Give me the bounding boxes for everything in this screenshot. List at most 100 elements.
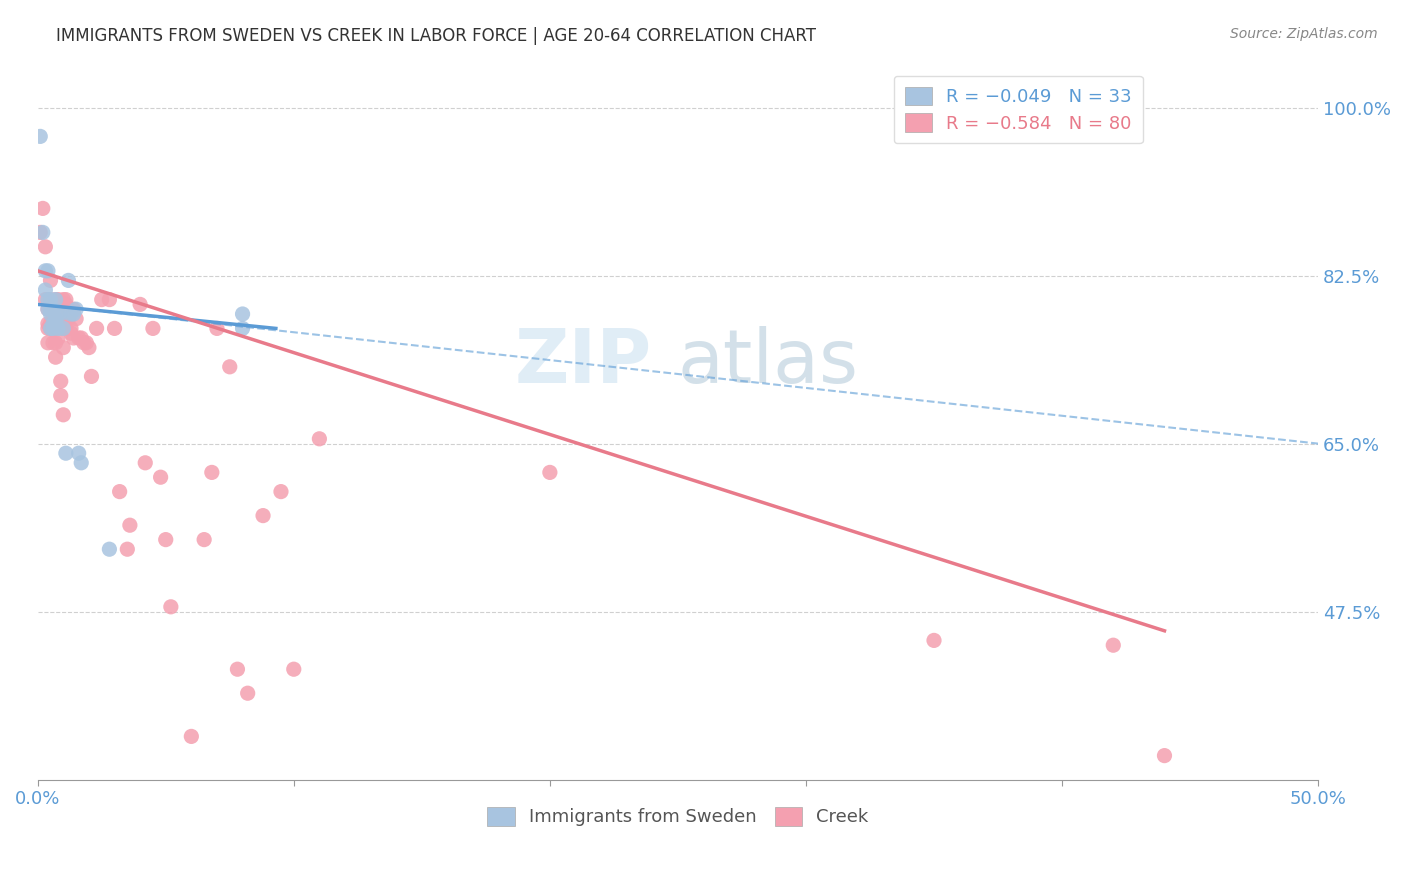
Point bbox=[1153, 748, 1175, 763]
Point bbox=[538, 466, 561, 480]
Point bbox=[42, 335, 65, 350]
Point bbox=[98, 542, 121, 557]
Text: atlas: atlas bbox=[678, 326, 859, 399]
Point bbox=[70, 331, 93, 345]
Point bbox=[58, 302, 80, 317]
Point bbox=[46, 307, 69, 321]
Point bbox=[31, 202, 53, 216]
Point bbox=[155, 533, 177, 547]
Point bbox=[31, 226, 53, 240]
Point bbox=[129, 297, 152, 311]
Point bbox=[46, 302, 69, 317]
Point bbox=[86, 321, 108, 335]
Point bbox=[180, 730, 202, 744]
Point bbox=[65, 311, 87, 326]
Point bbox=[142, 321, 165, 335]
Point bbox=[37, 302, 59, 317]
Point bbox=[252, 508, 274, 523]
Point bbox=[65, 302, 87, 317]
Point bbox=[232, 321, 254, 335]
Point bbox=[39, 273, 62, 287]
Legend: Immigrants from Sweden, Creek: Immigrants from Sweden, Creek bbox=[478, 798, 877, 836]
Point bbox=[39, 302, 62, 317]
Point bbox=[42, 317, 65, 331]
Point bbox=[39, 293, 62, 307]
Point bbox=[55, 446, 77, 460]
Point bbox=[45, 311, 67, 326]
Point bbox=[46, 331, 69, 345]
Point bbox=[37, 335, 59, 350]
Point bbox=[58, 311, 80, 326]
Point bbox=[226, 662, 249, 676]
Point bbox=[37, 264, 59, 278]
Point bbox=[39, 317, 62, 331]
Point bbox=[55, 311, 77, 326]
Point bbox=[59, 307, 82, 321]
Point bbox=[45, 293, 67, 307]
Point bbox=[52, 297, 75, 311]
Point bbox=[149, 470, 172, 484]
Point bbox=[34, 240, 56, 254]
Text: IMMIGRANTS FROM SWEDEN VS CREEK IN LABOR FORCE | AGE 20-64 CORRELATION CHART: IMMIGRANTS FROM SWEDEN VS CREEK IN LABOR… bbox=[56, 27, 817, 45]
Point bbox=[46, 293, 69, 307]
Point bbox=[52, 408, 75, 422]
Point bbox=[39, 307, 62, 321]
Point bbox=[218, 359, 240, 374]
Point bbox=[46, 317, 69, 331]
Point bbox=[52, 341, 75, 355]
Point bbox=[42, 311, 65, 326]
Point bbox=[34, 293, 56, 307]
Point bbox=[67, 331, 90, 345]
Point bbox=[49, 374, 72, 388]
Point bbox=[67, 446, 90, 460]
Point bbox=[42, 321, 65, 335]
Point bbox=[70, 456, 93, 470]
Point bbox=[77, 341, 100, 355]
Point bbox=[37, 321, 59, 335]
Point bbox=[62, 331, 84, 345]
Point bbox=[922, 633, 945, 648]
Point bbox=[42, 302, 65, 317]
Point bbox=[264, 873, 287, 888]
Point bbox=[42, 297, 65, 311]
Point bbox=[52, 293, 75, 307]
Text: ZIP: ZIP bbox=[515, 326, 652, 399]
Point bbox=[80, 369, 103, 384]
Point bbox=[45, 350, 67, 364]
Point bbox=[45, 297, 67, 311]
Point bbox=[37, 317, 59, 331]
Point bbox=[42, 302, 65, 317]
Point bbox=[236, 686, 259, 700]
Point bbox=[118, 518, 141, 533]
Point bbox=[37, 302, 59, 317]
Point bbox=[30, 129, 52, 144]
Point bbox=[75, 335, 97, 350]
Point bbox=[49, 389, 72, 403]
Point bbox=[55, 321, 77, 335]
Point bbox=[45, 293, 67, 307]
Point bbox=[73, 335, 96, 350]
Point bbox=[201, 466, 224, 480]
Point bbox=[134, 456, 156, 470]
Point bbox=[37, 293, 59, 307]
Point bbox=[39, 302, 62, 317]
Point bbox=[30, 226, 52, 240]
Point bbox=[1102, 638, 1125, 652]
Point bbox=[34, 283, 56, 297]
Point bbox=[193, 533, 215, 547]
Text: Source: ZipAtlas.com: Source: ZipAtlas.com bbox=[1230, 27, 1378, 41]
Point bbox=[45, 317, 67, 331]
Point bbox=[34, 264, 56, 278]
Point bbox=[39, 321, 62, 335]
Point bbox=[232, 307, 254, 321]
Point bbox=[205, 321, 228, 335]
Point bbox=[89, 873, 111, 888]
Point bbox=[62, 302, 84, 317]
Point bbox=[308, 432, 330, 446]
Point bbox=[108, 484, 131, 499]
Point bbox=[117, 542, 139, 557]
Point bbox=[270, 484, 292, 499]
Point bbox=[49, 307, 72, 321]
Point bbox=[59, 321, 82, 335]
Point bbox=[55, 293, 77, 307]
